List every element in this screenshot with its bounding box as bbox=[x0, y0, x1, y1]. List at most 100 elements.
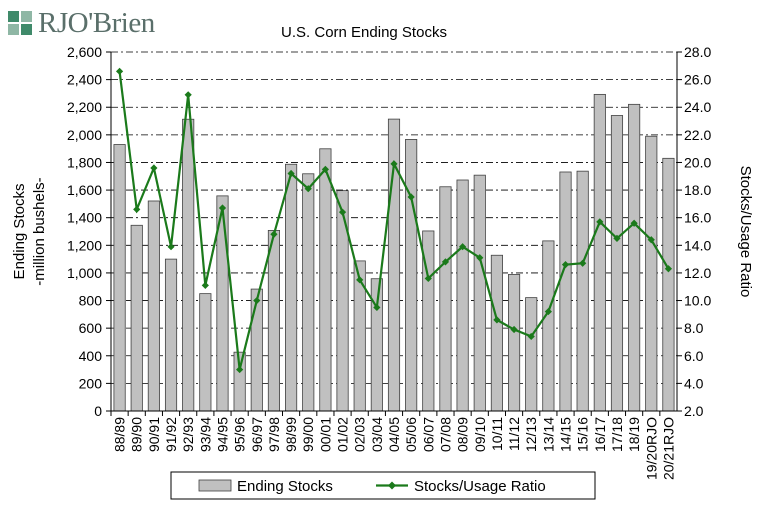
y-right-tick-label: 4.0 bbox=[684, 375, 704, 391]
y-right-tick-label: 14.0 bbox=[684, 237, 711, 253]
point-stocks-usage-ratio bbox=[321, 165, 329, 173]
x-tick-label: 13/14 bbox=[540, 417, 556, 452]
x-tick-label: 04/05 bbox=[386, 417, 402, 452]
point-stocks-usage-ratio bbox=[459, 243, 467, 251]
x-tick-label: 05/06 bbox=[403, 417, 419, 452]
point-stocks-usage-ratio bbox=[270, 230, 278, 238]
point-stocks-usage-ratio bbox=[544, 307, 552, 316]
bar-ending-stocks bbox=[319, 148, 332, 412]
y-right-tick-label: 26.0 bbox=[684, 72, 711, 88]
x-tick-label: 91/92 bbox=[163, 417, 179, 452]
x-tick-label: 12/13 bbox=[523, 417, 539, 452]
bar-ending-stocks bbox=[662, 157, 675, 412]
bar-ending-stocks bbox=[250, 288, 263, 412]
y-right-tick-label: 24.0 bbox=[684, 99, 711, 115]
x-tick-label: 89/90 bbox=[129, 417, 145, 452]
legend-label-ending-stocks: Ending Stocks bbox=[237, 478, 333, 495]
point-stocks-usage-ratio bbox=[596, 218, 604, 226]
legend-label-stocks-usage: Stocks/Usage Ratio bbox=[414, 478, 546, 495]
bar-ending-stocks bbox=[473, 174, 486, 412]
x-tick-label: 08/09 bbox=[455, 417, 471, 452]
x-tick-label: 07/08 bbox=[437, 417, 453, 452]
point-stocks-usage-ratio bbox=[510, 325, 518, 334]
x-tick-label: 95/96 bbox=[232, 417, 248, 452]
bar-ending-stocks bbox=[559, 171, 572, 412]
y-left-tick-label: 400 bbox=[79, 348, 103, 364]
x-tick-label: 00/01 bbox=[317, 417, 333, 452]
y-right-tick-label: 20.0 bbox=[684, 154, 711, 170]
x-tick-label: 17/18 bbox=[609, 417, 625, 452]
bar-ending-stocks bbox=[199, 293, 212, 412]
x-tick-label: 94/95 bbox=[214, 417, 230, 452]
point-stocks-usage-ratio bbox=[236, 365, 244, 374]
point-stocks-usage-ratio bbox=[630, 219, 638, 227]
y-right-axis-title: Stocks/Usage Ratio bbox=[737, 166, 754, 298]
bar-ending-stocks bbox=[525, 297, 538, 412]
y-left-tick-label: 1,400 bbox=[67, 210, 102, 226]
brand-logo: RJO'Brien bbox=[8, 6, 155, 40]
brand-name: RJO'Brien bbox=[38, 6, 155, 39]
y-left-axis-title: Ending Stocks bbox=[11, 184, 28, 280]
x-tick-label: 98/99 bbox=[283, 417, 299, 452]
y-left-tick-label: 200 bbox=[79, 375, 103, 391]
legend-swatch-marker bbox=[388, 481, 396, 490]
x-tick-label: 99/00 bbox=[300, 417, 316, 452]
bar-ending-stocks bbox=[610, 115, 624, 412]
bar-ending-stocks bbox=[576, 170, 589, 412]
y-left-tick-label: 1,800 bbox=[67, 154, 102, 170]
x-tick-label: 09/10 bbox=[472, 417, 488, 452]
point-stocks-usage-ratio bbox=[150, 164, 158, 172]
x-tick-label: 88/89 bbox=[112, 417, 128, 452]
point-stocks-usage-ratio bbox=[424, 274, 432, 283]
point-stocks-usage-ratio bbox=[356, 276, 364, 284]
logo-mark-icon bbox=[8, 11, 32, 35]
y-right-tick-label: 10.0 bbox=[684, 293, 711, 309]
x-tick-label: 14/15 bbox=[558, 417, 574, 452]
x-tick-label: 06/07 bbox=[420, 417, 436, 452]
point-stocks-usage-ratio bbox=[218, 204, 227, 212]
point-stocks-usage-ratio bbox=[201, 281, 209, 289]
point-stocks-usage-ratio bbox=[664, 265, 673, 273]
x-tick-label: 02/03 bbox=[352, 417, 368, 452]
point-stocks-usage-ratio bbox=[115, 67, 124, 75]
x-tick-label: 15/16 bbox=[575, 417, 591, 452]
y-right-tick-label: 12.0 bbox=[684, 265, 711, 281]
point-stocks-usage-ratio bbox=[184, 91, 192, 99]
point-stocks-usage-ratio bbox=[304, 185, 312, 193]
x-tick-label: 96/97 bbox=[249, 417, 265, 452]
point-stocks-usage-ratio bbox=[493, 316, 501, 324]
point-stocks-usage-ratio bbox=[253, 296, 261, 305]
y-left-tick-label: 1,600 bbox=[67, 182, 102, 198]
bar-ending-stocks bbox=[508, 274, 521, 412]
bar-ending-stocks bbox=[267, 229, 280, 412]
bar-ending-stocks bbox=[285, 163, 298, 412]
y-right-tick-label: 8.0 bbox=[684, 320, 704, 336]
bar-ending-stocks bbox=[164, 258, 178, 412]
bar-ending-stocks bbox=[405, 139, 418, 412]
x-tick-label: 16/17 bbox=[592, 417, 608, 452]
y-left-tick-label: 0 bbox=[94, 403, 102, 419]
point-stocks-usage-ratio bbox=[476, 254, 484, 262]
point-stocks-usage-ratio bbox=[613, 234, 621, 243]
y-left-tick-label: 2,600 bbox=[67, 44, 102, 60]
bar-ending-stocks bbox=[182, 118, 195, 412]
x-tick-label: 20/21RJO bbox=[660, 417, 676, 480]
bar-ending-stocks bbox=[628, 103, 641, 412]
x-tick-label: 11/12 bbox=[506, 417, 522, 451]
point-stocks-usage-ratio bbox=[647, 236, 655, 244]
bar-ending-stocks bbox=[439, 186, 452, 412]
bar-ending-stocks bbox=[456, 179, 469, 412]
x-tick-label: 19/20RJO bbox=[643, 417, 659, 480]
point-stocks-usage-ratio bbox=[561, 261, 570, 269]
bar-ending-stocks bbox=[645, 135, 658, 412]
y-left-tick-label: 800 bbox=[79, 293, 103, 309]
x-tick-label: 90/91 bbox=[146, 417, 162, 452]
y-left-tick-label: 2,400 bbox=[67, 72, 102, 88]
point-stocks-usage-ratio bbox=[133, 205, 141, 214]
y-left-tick-label: 1,000 bbox=[67, 265, 102, 281]
point-stocks-usage-ratio bbox=[338, 208, 347, 216]
y-right-tick-label: 2.0 bbox=[684, 403, 704, 419]
point-stocks-usage-ratio bbox=[287, 169, 295, 178]
y-right-tick-label: 28.0 bbox=[684, 44, 711, 60]
